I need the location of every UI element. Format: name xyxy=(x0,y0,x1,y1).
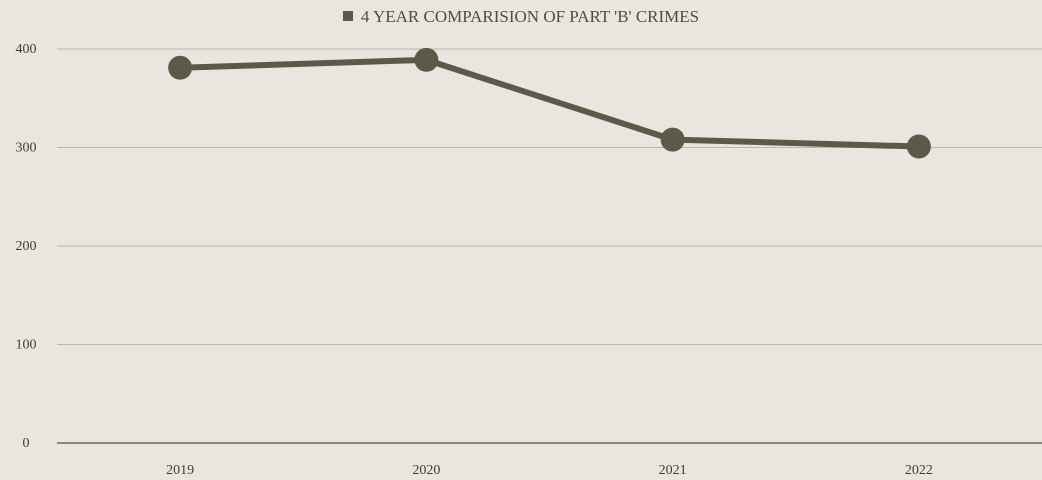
series-line-0 xyxy=(177,56,922,150)
chart-legend: 4 YEAR COMPARISION OF PART 'B' CRIMES xyxy=(0,7,1042,27)
x-tick-label-2022: 2022 xyxy=(905,463,933,478)
legend-swatch xyxy=(342,11,353,21)
y-tick-label-400: 400 xyxy=(16,42,37,57)
data-point-2022 xyxy=(906,134,931,159)
y-tick-label-100: 100 xyxy=(16,338,37,353)
data-point-2021 xyxy=(660,127,685,152)
data-point-2019 xyxy=(168,55,193,80)
x-tick-label-2019: 2019 xyxy=(166,463,194,478)
legend-label: 4 YEAR COMPARISION OF PART 'B' CRIMES xyxy=(360,7,700,26)
data-point-2020 xyxy=(414,47,439,72)
y-tick-label-300: 300 xyxy=(16,141,37,156)
y-tick-label-0: 0 xyxy=(23,436,30,451)
x-tick-label-2021: 2021 xyxy=(659,463,687,478)
x-tick-label-2020: 2020 xyxy=(412,463,440,478)
y-tick-label-200: 200 xyxy=(16,239,37,254)
